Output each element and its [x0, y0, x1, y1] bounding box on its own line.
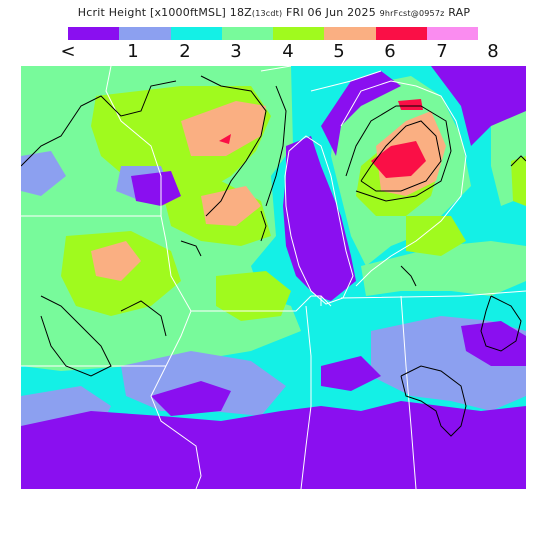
michigan-shoreline: [340, 80, 467, 287]
contour-lines: [21, 75, 526, 437]
legend-swatch-1: [119, 27, 171, 40]
legend-label-8: 8: [487, 41, 499, 62]
legend-label-4: 4: [282, 41, 294, 62]
legend-label-3: 3: [230, 41, 242, 62]
legend-label-less: <: [60, 41, 76, 62]
legend-swatch-4: [273, 27, 325, 40]
legend-swatch-5: [324, 27, 376, 40]
legend-swatch-3: [221, 27, 273, 40]
title-sub1: (13cdt): [251, 9, 283, 18]
state-boundaries: [21, 66, 526, 489]
legend-label-7: 7: [436, 41, 448, 62]
legend-swatch-2: [170, 27, 222, 40]
legend-label-2: 2: [179, 41, 191, 62]
legend-swatch-6: [375, 27, 427, 40]
field-6k: [219, 99, 426, 178]
legend-swatch-7: [426, 27, 478, 40]
title-main: Hcrit Height [x1000ftMSL] 18Z: [77, 6, 252, 19]
field-below-1k: [21, 66, 526, 489]
legend-label-5: 5: [333, 41, 345, 62]
title-forecast: 9hrFcst@0957z: [379, 9, 445, 18]
upper-peninsula-shore: [260, 66, 382, 92]
hcrit-height-map: [21, 66, 526, 489]
title-date: FRI 06 Jun 2025: [286, 6, 376, 19]
legend-labels: < 1 2 3 4 5 6 7 8: [0, 41, 548, 63]
legend-label-1: 1: [127, 41, 139, 62]
legend-swatch-0: [68, 27, 120, 40]
color-legend: [68, 27, 478, 40]
legend-label-6: 6: [384, 41, 396, 62]
map-title: Hcrit Height [x1000ftMSL] 18Z(13cdt) FRI…: [0, 6, 548, 19]
title-model: RAP: [448, 6, 471, 19]
